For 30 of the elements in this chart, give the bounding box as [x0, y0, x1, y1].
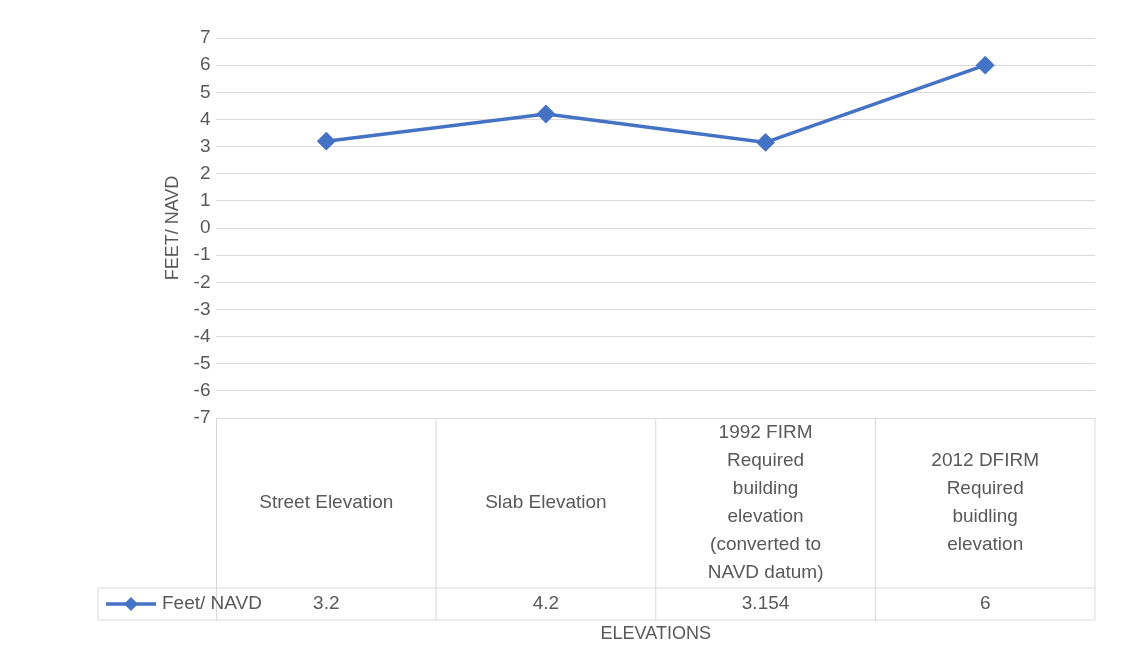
y-tick-label: 1 [199, 189, 211, 211]
data-label: 3.2 [313, 592, 340, 614]
point [317, 132, 336, 150]
y-tick-label: 5 [199, 80, 211, 102]
legend-label: Feet/ NAVD [162, 592, 262, 614]
y-tick-label: -2 [193, 270, 211, 292]
x-tick-label: Street Elevation [259, 491, 394, 513]
y-tick-label: 6 [199, 53, 211, 75]
y-tick-label: 0 [199, 216, 211, 238]
y-tick-label: 3 [199, 134, 211, 156]
y-tick-label: 7 [199, 26, 211, 48]
point [756, 133, 775, 152]
y-tick-label: 2 [199, 161, 211, 183]
y-tick-label: -1 [193, 243, 211, 265]
y-tick-label: -3 [193, 297, 211, 319]
x-tick-label: 2012 DFIRM Required buidling elevation [931, 449, 1040, 555]
data-label: 4.2 [532, 592, 560, 614]
point [976, 56, 994, 74]
x-axis-title: ELEVATIONS [600, 622, 711, 643]
data-label: 6 [979, 592, 991, 614]
y-tick-label: -5 [193, 351, 211, 373]
x-tick-label: 1992 FIRM Required building elevation (converted to NAVD datum) [707, 421, 824, 583]
x-tick-label: Slab Elevation [485, 491, 607, 513]
y-tick-label: -7 [193, 406, 211, 428]
data-label: 3.154 [741, 592, 790, 614]
y-tick-label: -6 [193, 379, 211, 401]
y-axis-title: FEET/ NAVD [161, 175, 182, 281]
point [537, 105, 555, 123]
y-tick-label: 4 [199, 107, 211, 129]
y-tick-label: -4 [193, 324, 211, 346]
